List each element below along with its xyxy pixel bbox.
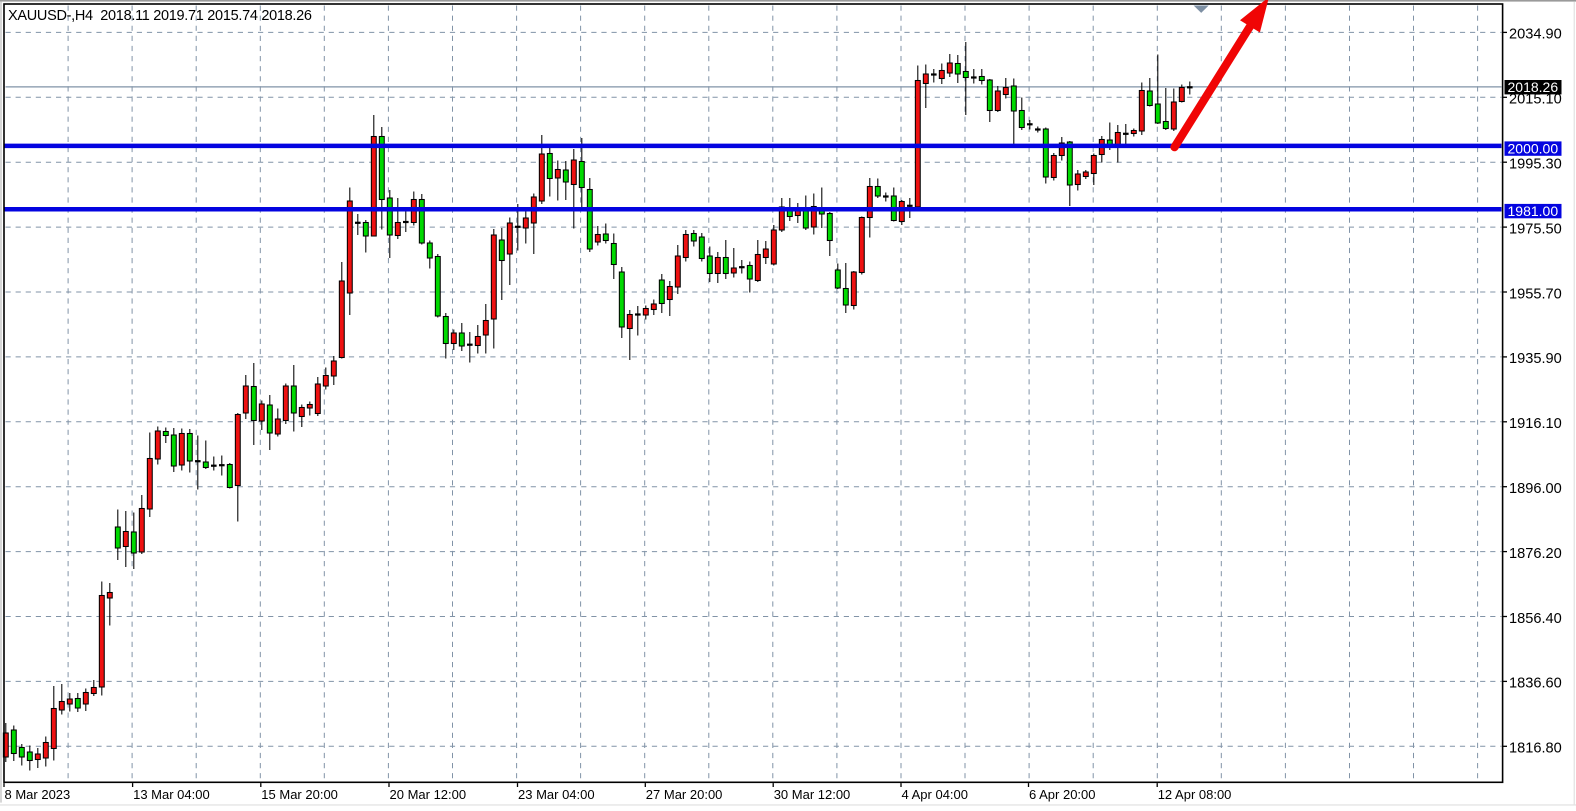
svg-text:15 Mar 20:00: 15 Mar 20:00 [261,787,338,802]
svg-text:1856.40: 1856.40 [1509,611,1562,627]
svg-text:1836.60: 1836.60 [1509,676,1562,692]
svg-text:8 Mar 2023: 8 Mar 2023 [5,787,71,802]
svg-text:13 Mar 04:00: 13 Mar 04:00 [133,787,210,802]
svg-text:30 Mar 12:00: 30 Mar 12:00 [774,787,851,802]
svg-text:2018.26: 2018.26 [1508,79,1559,95]
svg-text:4 Apr 04:00: 4 Apr 04:00 [902,787,969,802]
svg-text:1816.80: 1816.80 [1509,741,1562,757]
svg-text:1975.50: 1975.50 [1509,221,1562,237]
svg-text:1981.00: 1981.00 [1508,203,1559,219]
svg-text:1916.10: 1916.10 [1509,416,1562,432]
svg-text:1995.30: 1995.30 [1509,157,1562,173]
svg-text:1896.00: 1896.00 [1509,481,1562,497]
svg-text:2000.00: 2000.00 [1508,140,1559,156]
svg-text:XAUUSD-,H4 2018.11 2019.71 20: XAUUSD-,H4 2018.11 2019.71 2015.74 2018.… [8,8,312,24]
svg-text:1955.70: 1955.70 [1509,286,1562,302]
svg-text:2015.10: 2015.10 [1509,92,1562,108]
svg-text:27 Mar 20:00: 27 Mar 20:00 [646,787,723,802]
svg-text:1876.20: 1876.20 [1509,546,1562,562]
svg-text:6 Apr 20:00: 6 Apr 20:00 [1029,787,1096,802]
svg-text:23 Mar 04:00: 23 Mar 04:00 [518,787,595,802]
svg-text:12 Apr 08:00: 12 Apr 08:00 [1158,787,1232,802]
svg-text:2034.90: 2034.90 [1509,27,1562,43]
svg-text:20 Mar 12:00: 20 Mar 12:00 [390,787,467,802]
svg-text:1935.90: 1935.90 [1509,351,1562,367]
